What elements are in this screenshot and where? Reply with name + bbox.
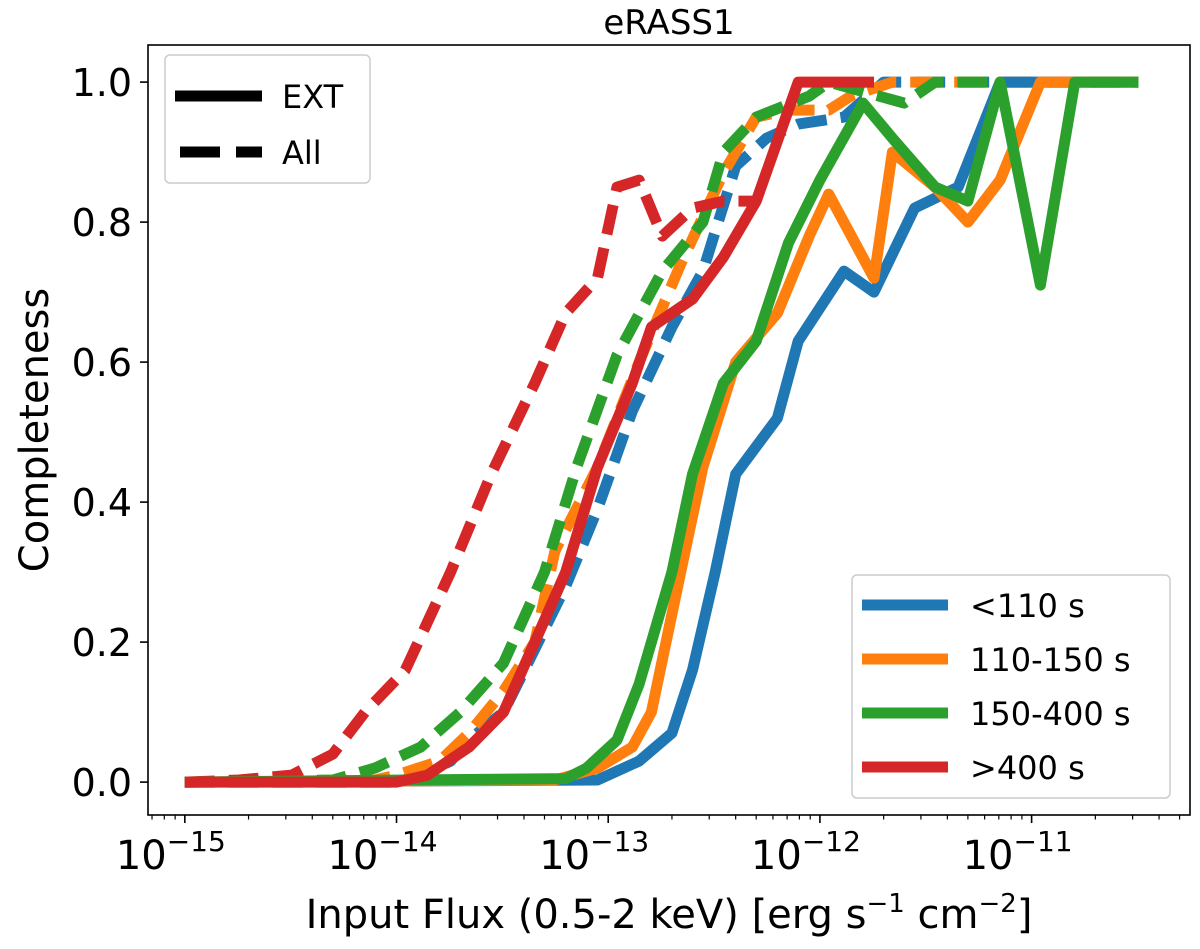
series-line-solid-5 [184, 76, 1139, 788]
y-tick-label: 0.4 [72, 481, 132, 525]
series-line-dashed-1 [184, 76, 1139, 788]
series-line-dashed-3 [184, 174, 757, 788]
x-tick-label: 10−13 [539, 825, 649, 879]
y-tick-label: 1.0 [72, 61, 132, 105]
plot-frame [147, 44, 1191, 816]
x-tick-label: 10−15 [116, 825, 226, 879]
style-legend-frame [164, 54, 371, 184]
style-legend: EXT All [164, 54, 371, 184]
chart-title: eRASS1 [603, 3, 734, 43]
y-tick-label: 0.6 [72, 341, 132, 385]
x-tick-label: 10−12 [751, 825, 861, 879]
y-tick-label: 0.8 [72, 201, 132, 245]
legend-label: <110 s [970, 587, 1085, 625]
series-line-solid-6 [184, 76, 1139, 788]
x-tick-label: 10−14 [328, 825, 438, 879]
legend-label: 110-150 s [970, 641, 1131, 679]
y-axis-label: Completeness [12, 288, 58, 572]
color-legend: <110 s 110-150 s 150-400 s >400 s [851, 574, 1171, 799]
color-legend-frame [851, 574, 1171, 799]
x-axis-label: Input Flux (0.5-2 keV) [erg s−1 cm−2] [306, 889, 1033, 938]
y-tick-label: 0.2 [72, 621, 132, 665]
series-layer [184, 76, 1139, 788]
legend-label: >400 s [970, 749, 1085, 787]
x-tick-label: 10−11 [963, 825, 1073, 879]
legend-label-ext: EXT [282, 78, 344, 116]
legend-label: 150-400 s [970, 695, 1131, 733]
axis-layer: 0.0 0.2 0.4 0.6 0.8 1.0 10−15 10−14 10−13 10−12 10… [72, 61, 1181, 879]
y-tick-label: 0.0 [72, 761, 132, 805]
legend-label-all: All [282, 134, 322, 172]
series-line-solid-7 [184, 76, 874, 788]
